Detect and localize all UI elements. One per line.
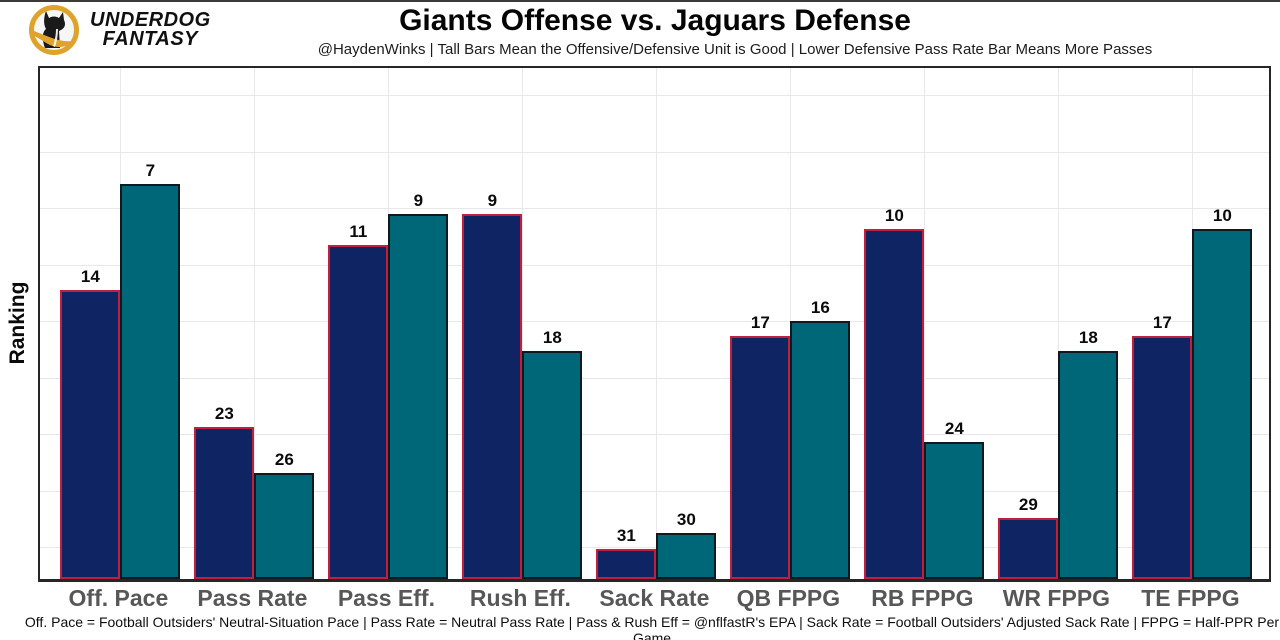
bar-jaguars-defense (924, 442, 985, 579)
h-gridline (40, 490, 1269, 492)
bar-value-label: 31 (616, 525, 636, 545)
bar-giants-offense (998, 518, 1059, 579)
footnote: Off. Pace = Football Outsiders' Neutral-… (24, 614, 1280, 640)
v-gridline (924, 68, 926, 579)
bar-jaguars-defense (1192, 229, 1253, 579)
bar-giants-offense (596, 548, 657, 579)
bar-giants-offense (328, 244, 389, 579)
bar-giants-offense (864, 229, 925, 579)
bar-giants-offense (1132, 335, 1193, 579)
v-gridline (1058, 68, 1060, 579)
bar-value-label: 23 (214, 404, 234, 423)
chart-title: Giants Offense vs. Jaguars Defense (399, 4, 911, 37)
x-axis-label: Pass Eff. (337, 585, 435, 611)
underdog-dog-icon (29, 5, 79, 55)
bar-value-label: 14 (80, 267, 100, 287)
x-axis-label: Off. Pace (68, 585, 169, 611)
bar-value-label: 17 (1152, 312, 1172, 332)
bar-value-label: 29 (1018, 495, 1038, 515)
x-axis-label: TE FPPG (1141, 585, 1240, 611)
bar-jaguars-defense (254, 472, 315, 579)
bar-value-label: 16 (810, 297, 830, 317)
h-gridline (40, 547, 1269, 548)
logo-text-line2: FANTASY (102, 28, 199, 50)
x-axis-label: QB FPPG (736, 585, 841, 611)
bar-jaguars-defense (790, 320, 851, 579)
plot-panel: 14 7 23 26 11 9 9 18 31 30 17 16 10 24 29 18 17 10 (38, 66, 1271, 582)
x-axis-label: RB FPPG (871, 585, 974, 611)
v-gridline (522, 68, 524, 579)
bar-jaguars-defense (1058, 351, 1119, 579)
chart-subtitle: @HaydenWinks | Tall Bars Mean the Offens… (317, 41, 1153, 58)
bar-value-label: 11 (349, 221, 368, 241)
underdog-fantasy-logo: UNDERDOG FANTASY (26, 2, 211, 58)
bar-jaguars-defense (522, 351, 583, 579)
bar-jaguars-defense (120, 183, 181, 579)
bar-value-label: 18 (542, 328, 562, 347)
h-gridline (40, 151, 1269, 153)
x-axis-label: Sack Rate (599, 585, 710, 611)
bar-giants-offense (730, 335, 791, 579)
bar-value-label: 17 (750, 312, 770, 332)
bar-value-label: 30 (676, 510, 696, 530)
x-axis-label: Rush Eff. (469, 585, 571, 611)
bar-jaguars-defense (388, 214, 449, 579)
h-gridline (40, 377, 1269, 379)
x-axis-label: WR FPPG (1002, 585, 1111, 611)
v-gridline (656, 68, 658, 579)
bar-value-label: 10 (884, 206, 904, 226)
logo-text-line1: UNDERDOG (90, 9, 211, 31)
bar-giants-offense (60, 290, 121, 579)
x-axis-label: Pass Rate (197, 585, 308, 611)
x-axis-labels: Off. Pace Pass Rate Pass Eff. Rush Eff. Sack… (0, 585, 1280, 613)
h-gridline (40, 264, 1269, 266)
h-gridline (40, 321, 1269, 322)
bar-giants-offense (194, 427, 255, 579)
y-axis-label: Ranking (6, 281, 29, 365)
h-gridline (40, 434, 1269, 435)
bar-value-label: 10 (1212, 206, 1232, 226)
logo-wordmark: UNDERDOG FANTASY (90, 9, 211, 50)
bar-jaguars-defense (656, 533, 717, 579)
bar-value-label: 18 (1078, 328, 1098, 347)
bar-value-label: 7 (145, 160, 156, 180)
v-gridline (254, 68, 256, 579)
bar-value-label: 26 (274, 449, 294, 469)
h-gridline (40, 95, 1269, 96)
window-top-edge (0, 0, 1280, 2)
bar-value-label: 9 (487, 191, 498, 211)
bar-giants-offense (462, 214, 523, 579)
bar-value-label: 24 (944, 419, 964, 439)
h-gridline (40, 208, 1269, 209)
bar-value-label: 9 (413, 191, 424, 211)
